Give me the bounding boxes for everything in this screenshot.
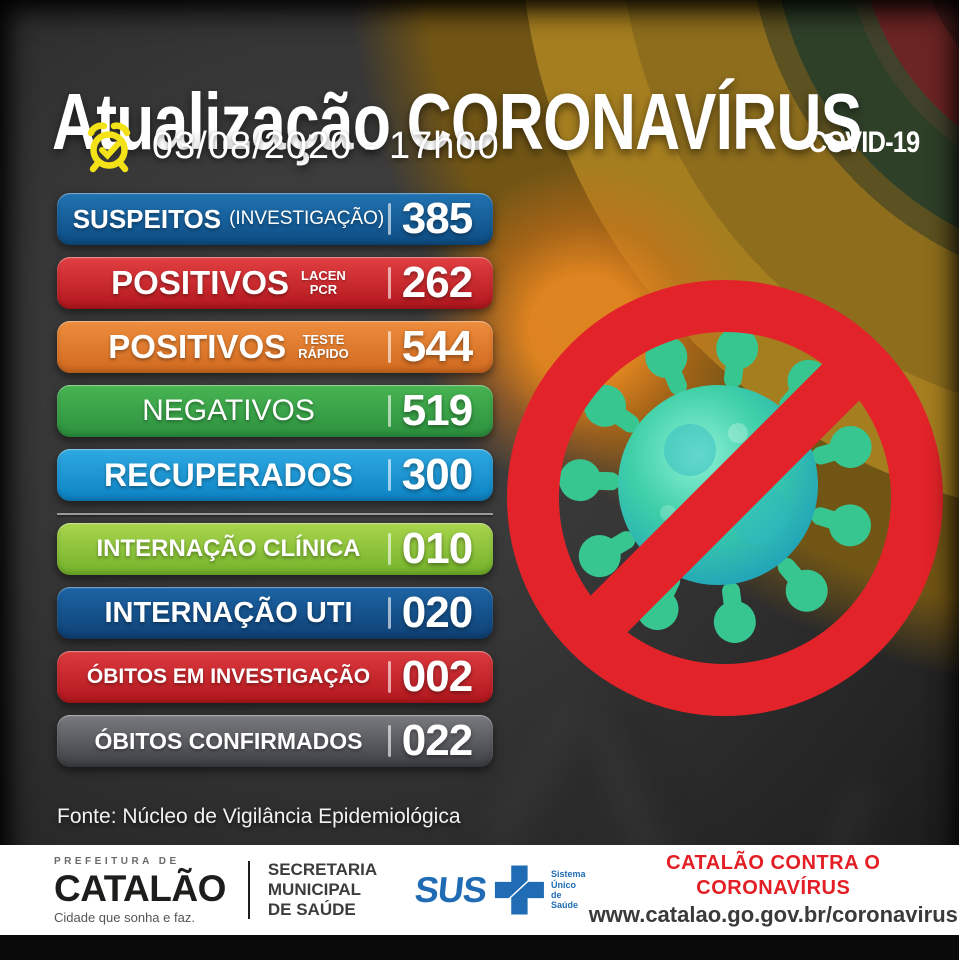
stat-value: 300 [401, 450, 473, 499]
stat-label: NEGATIVOS [142, 394, 315, 427]
secretaria-label: SECRETARIA MUNICIPAL DE SAÚDE [267, 859, 378, 920]
prefeitura-text-block: PREFEITURA DE CATALÃO Cidade que sonha e… [54, 855, 226, 925]
value-divider [388, 597, 391, 629]
covid-19-label: COVID-19 [808, 126, 920, 159]
stat-value: 385 [401, 194, 473, 243]
sus-logo: SUS Sistema Único de Saúde [413, 862, 589, 918]
no-coronavirus-sign [507, 280, 943, 716]
stat-label: SUSPEITOS [72, 203, 222, 234]
stat-label: POSITIVOS [111, 264, 290, 301]
source-note: Fonte: Núcleo de Vigilância Epidemiológi… [57, 805, 461, 828]
section-divider [57, 513, 493, 515]
footer-bar: PREFEITURA DE CATALÃO Cidade que sonha e… [0, 845, 959, 935]
stat-bar-negativos: NEGATIVOS 519 [57, 385, 493, 437]
prohibition-ring-icon [507, 280, 943, 716]
stat-label: RECUPERADOS [104, 456, 353, 493]
value-divider [388, 203, 391, 235]
stat-value: 544 [401, 322, 473, 371]
stat-label: INTERNAÇÃO UTI [104, 596, 353, 629]
statistics-list: SUSPEITOS (INVESTIGAÇÃO) 385 POSITIVOS LA… [57, 193, 493, 779]
campaign-slogan: CATALÃO CONTRA O CORONAVÍRUS [666, 852, 881, 900]
stat-sublabel: LACEN PCR [301, 268, 346, 297]
stat-sublabel: (INVESTIGAÇÃO) [229, 208, 385, 229]
value-divider [388, 395, 391, 427]
stat-label: ÓBITOS CONFIRMADOS [94, 727, 363, 754]
stat-value: 020 [401, 588, 473, 637]
value-divider [388, 331, 391, 363]
prefeitura-small-label: PREFEITURA DE [54, 855, 180, 867]
stat-bar-positivos-lacen: POSITIVOS LACEN PCR 262 [57, 257, 493, 309]
stat-bar-obitos-confirmados: ÓBITOS CONFIRMADOS 022 [57, 715, 493, 767]
datetime-text: 03/08/2020 - 17h00 [152, 124, 500, 167]
campaign-website: www.catalao.go.gov.br/coronavirus [588, 902, 958, 928]
stat-bar-obitos-investigacao: ÓBITOS EM INVESTIGAÇÃO 002 [57, 651, 493, 703]
footer-divider [247, 861, 250, 919]
stat-label: ÓBITOS EM INVESTIGAÇÃO [86, 665, 371, 688]
stat-sublabel: TESTE RÁPIDO [298, 332, 349, 361]
value-divider [388, 459, 391, 491]
campaign-block: CATALÃO CONTRA O CORONAVÍRUS www.catalao… [589, 851, 958, 929]
update-datetime: 03/08/2020 - 17h00 [80, 118, 500, 174]
stat-value: 010 [401, 524, 473, 573]
value-divider [388, 533, 391, 565]
stat-value: 022 [401, 716, 473, 765]
stat-label: INTERNAÇÃO CLÍNICA [96, 535, 361, 562]
bottom-black-strip [0, 935, 959, 960]
stat-value: 262 [401, 258, 473, 307]
stat-bar-internacao-clinica: INTERNAÇÃO CLÍNICA 010 [57, 523, 493, 575]
stat-value: 519 [401, 386, 473, 435]
sus-cross-icon [495, 865, 545, 915]
alarm-clock-icon [87, 122, 131, 173]
stat-bar-suspeitos: SUSPEITOS (INVESTIGAÇÃO) 385 [57, 193, 493, 245]
stat-bar-internacao-uti: INTERNAÇÃO UTI 020 [57, 587, 493, 639]
value-divider [388, 725, 391, 757]
value-divider [388, 267, 391, 299]
stat-bar-positivos-teste: POSITIVOS TESTE RÁPIDO 544 [57, 321, 493, 373]
prefeitura-name: CATALÃO [54, 867, 226, 909]
prefeitura-tagline: Cidade que sonha e faz. [54, 909, 195, 925]
sus-subtitle: Sistema Único de Saúde [551, 869, 586, 911]
stat-bar-recuperados: RECUPERADOS 300 [57, 449, 493, 501]
stat-value: 002 [401, 652, 473, 701]
page-title: Atualização CORONAVÍRUS [52, 76, 862, 166]
sus-wordmark: SUS [413, 869, 489, 910]
stat-label: POSITIVOS [108, 328, 287, 365]
value-divider [388, 661, 391, 693]
